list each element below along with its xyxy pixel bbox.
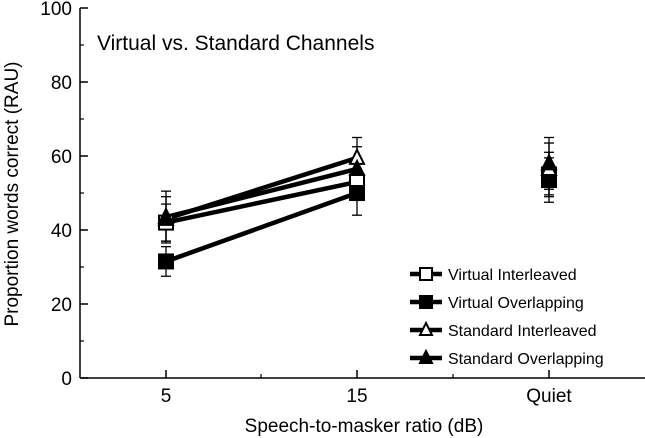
data-point <box>349 185 365 201</box>
legend-label: Virtual Interleaved <box>448 267 577 284</box>
chart-title: Virtual vs. Standard Channels <box>97 32 374 55</box>
data-point <box>158 253 174 270</box>
legend-label: Standard Interleaved <box>448 323 597 340</box>
legend-marker <box>419 267 433 281</box>
x-axis: 5 15 Quiet <box>161 370 572 407</box>
x-tick-label: Quiet <box>526 386 572 407</box>
x-tick-label: 15 <box>346 386 367 407</box>
data-point <box>348 158 366 176</box>
y-tick-label: 40 <box>51 221 72 242</box>
y-tick-label: 100 <box>40 0 72 20</box>
data-point <box>157 206 175 225</box>
y-axis-label: Proportion words correct (RAU) <box>2 61 23 326</box>
y-tick-label: 20 <box>51 295 72 316</box>
legend-marker <box>418 320 434 336</box>
data-point <box>540 153 558 171</box>
series-lines <box>163 155 360 264</box>
legend-label: Virtual Overlapping <box>448 295 584 312</box>
legend-label: Standard Overlapping <box>448 351 604 368</box>
x-axis-label: Speech-to-masker ratio (dB) <box>245 416 484 437</box>
y-tick-label: 0 <box>61 369 72 390</box>
x-tick-label: 5 <box>161 386 172 407</box>
legend-marker <box>418 348 434 364</box>
y-tick-label: 60 <box>51 147 72 168</box>
series-line <box>163 166 360 220</box>
series-line <box>163 190 360 264</box>
y-axis: 0 20 40 60 80 100 <box>40 0 88 390</box>
legend-marker <box>419 295 433 309</box>
y-tick-label: 80 <box>51 73 72 94</box>
legend: Virtual Interleaved Virtual Overlapping St… <box>410 267 604 368</box>
series-line <box>163 179 360 225</box>
markers <box>157 147 558 270</box>
